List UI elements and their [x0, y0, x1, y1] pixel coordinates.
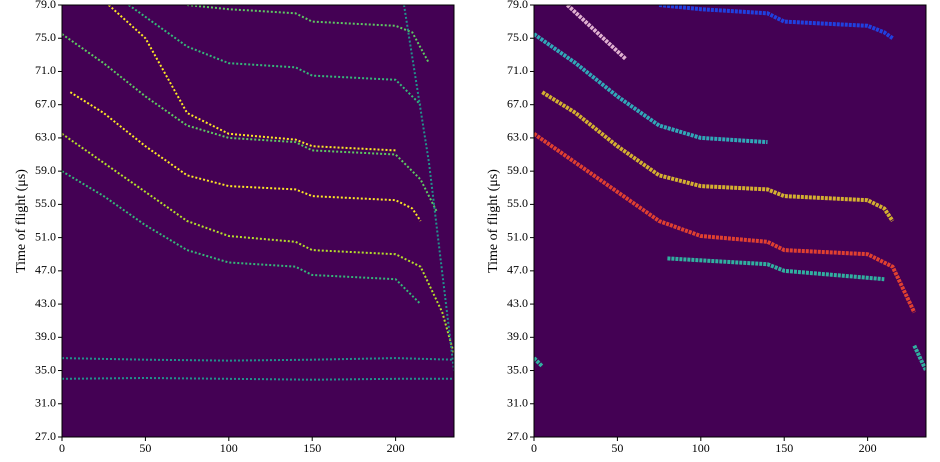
y-tick-label: 67.0 [35, 96, 56, 110]
x-tick-label: 0 [59, 441, 65, 455]
trace [62, 170, 422, 305]
plot-frame [533, 4, 927, 438]
x-tick-label: 200 [387, 441, 405, 455]
y-tick-label: 59.0 [507, 163, 528, 177]
trace [128, 5, 422, 106]
y-tick-label: 79.0 [35, 0, 56, 11]
y-tick-label: 47.0 [507, 263, 528, 277]
y-tick-label: 71.0 [35, 63, 56, 77]
y-tick-label: 39.0 [507, 329, 528, 343]
trace [62, 357, 454, 362]
y-tick-label: 63.0 [507, 130, 528, 144]
plot-background [534, 5, 926, 437]
traces [534, 5, 926, 372]
panel: 27.0 31.0 35.0 39.0 43.0 47.0 51.0 55.0 59.0 63.0… [14, 0, 455, 455]
y-tick-label: 43.0 [35, 296, 56, 310]
y-tick-label: 51.0 [507, 229, 528, 243]
trace [566, 5, 628, 61]
y-tick-label: 31.0 [35, 396, 56, 410]
y-tick-label: 39.0 [35, 329, 56, 343]
y-tick-label: 43.0 [507, 296, 528, 310]
y-tick-label: 35.0 [507, 362, 528, 376]
trace [403, 5, 454, 371]
trace [534, 356, 544, 368]
x-tick-label: 100 [220, 441, 238, 455]
x-tick-label: 0 [531, 441, 537, 455]
trace [62, 132, 454, 355]
trace [912, 344, 926, 372]
x-tick-label: 200 [859, 441, 877, 455]
x-tick-label: 100 [692, 441, 710, 455]
y-tick-label: 27.0 [507, 429, 528, 443]
trace [534, 132, 917, 314]
y-tick-label: 75.0 [507, 30, 528, 44]
trace [69, 91, 422, 222]
y-tick-label: 47.0 [35, 263, 56, 277]
y-tick-label: 55.0 [507, 196, 528, 210]
y-tick-label: 67.0 [507, 96, 528, 110]
y-tick-label: 27.0 [35, 429, 56, 443]
y-tick-label: 55.0 [35, 196, 56, 210]
trace [62, 377, 454, 381]
x-tick-label: 150 [775, 441, 793, 455]
y-tick-label: 51.0 [35, 229, 56, 243]
y-axis-label: Time of flight (μs) [486, 169, 501, 273]
y-axis-label: Time of flight (μs) [14, 169, 29, 273]
y-tick-label: 59.0 [35, 163, 56, 177]
x-tick-label: 50 [139, 441, 151, 455]
y-tick-label: 75.0 [35, 30, 56, 44]
y-tick-label: 71.0 [507, 63, 528, 77]
trace [658, 5, 894, 40]
traces [62, 5, 454, 381]
trace [62, 33, 439, 214]
trace [186, 5, 430, 64]
trace [534, 32, 768, 145]
y-tick-label: 79.0 [507, 0, 528, 11]
y-tick-label: 31.0 [507, 396, 528, 410]
y-tick-label: 63.0 [35, 130, 56, 144]
trace [667, 256, 885, 282]
trace [541, 90, 895, 223]
plot-background [62, 5, 454, 437]
x-tick-label: 50 [611, 441, 623, 455]
trace [108, 5, 396, 152]
y-tick-label: 35.0 [35, 362, 56, 376]
plot-frame [61, 4, 455, 438]
x-tick-label: 150 [303, 441, 321, 455]
panel: 27.0 31.0 35.0 39.0 43.0 47.0 51.0 55.0 59.0 63.0… [486, 0, 927, 455]
